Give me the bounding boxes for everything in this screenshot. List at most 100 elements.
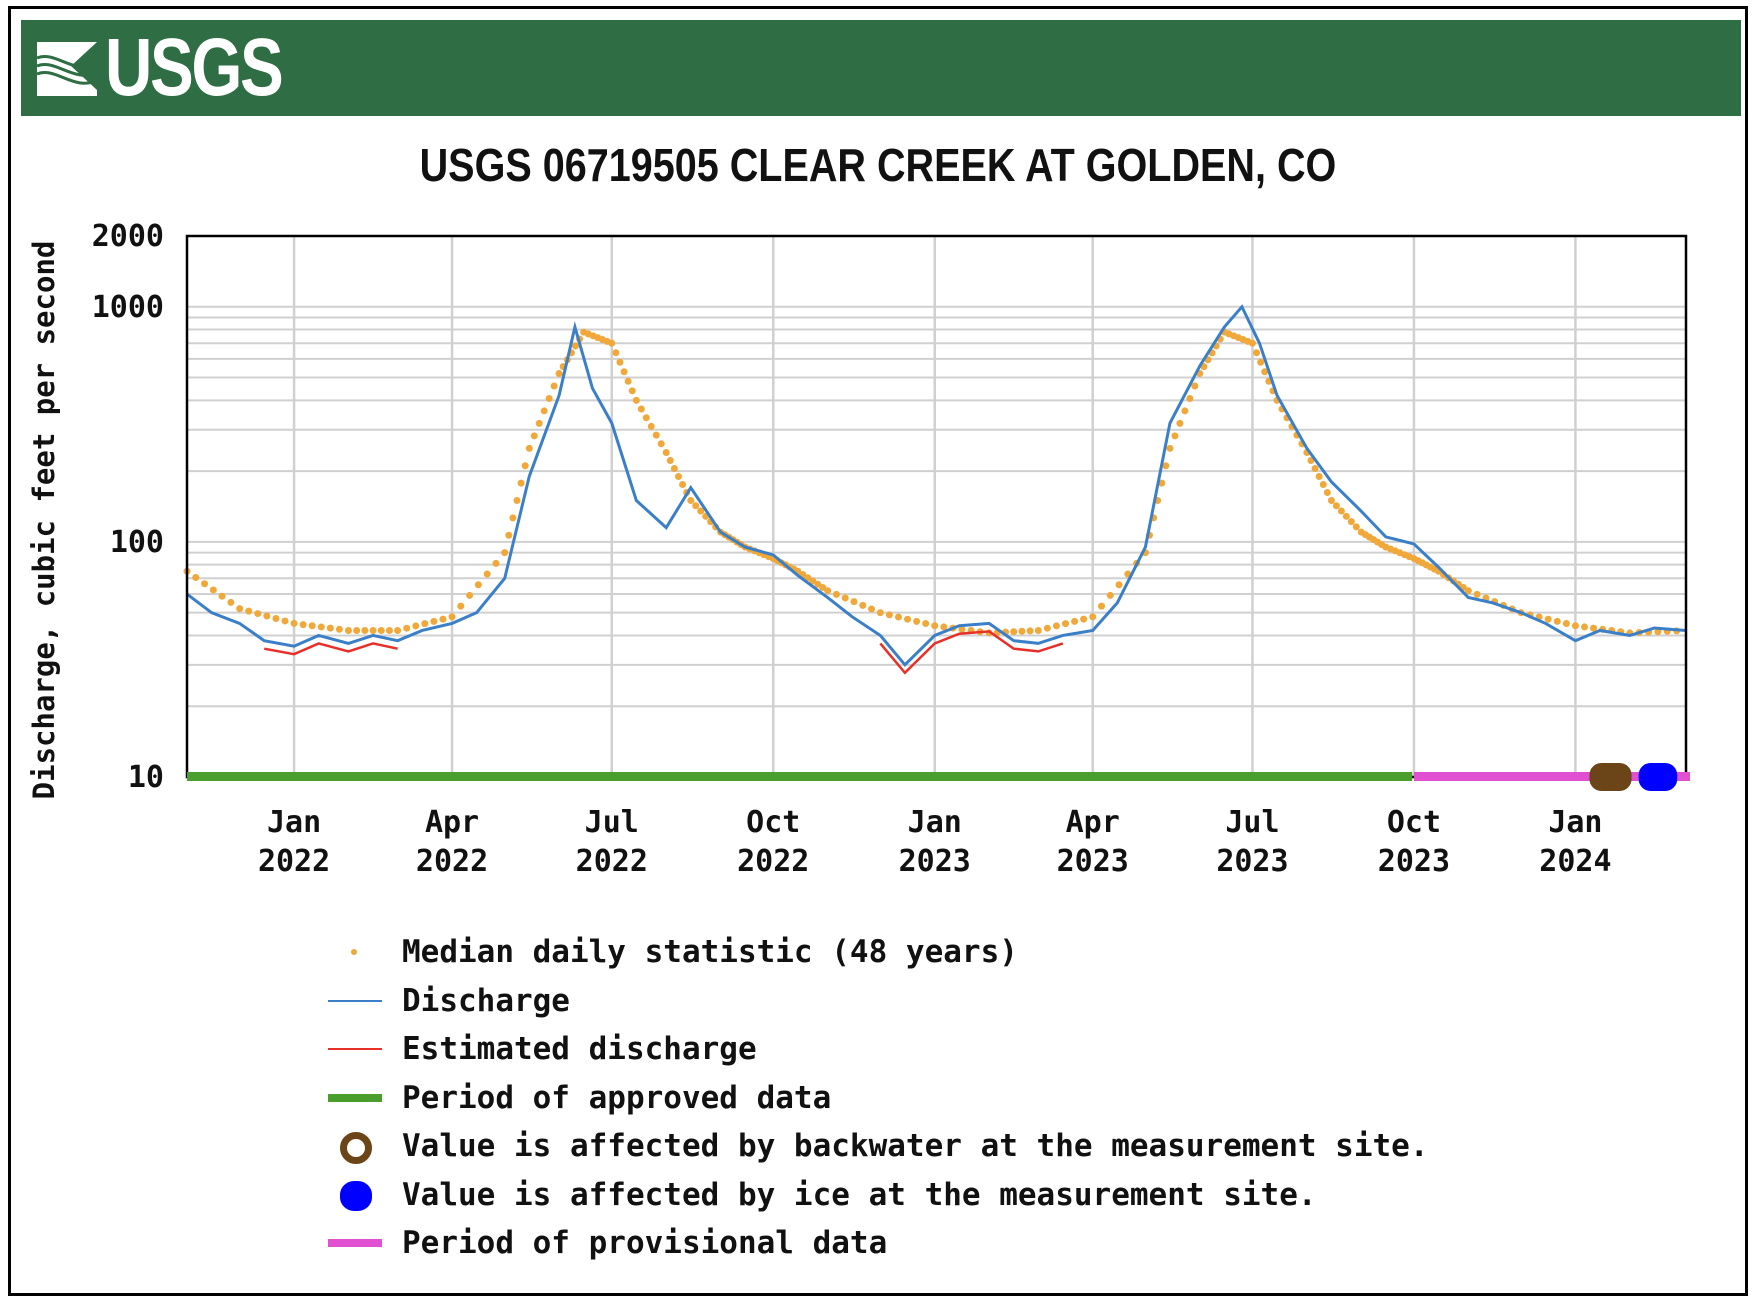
x-tick-month: Apr	[425, 805, 479, 840]
approved-period-bar	[187, 772, 1413, 781]
median-point	[1590, 624, 1598, 632]
median-point	[612, 349, 620, 357]
median-point	[679, 480, 687, 488]
median-point	[859, 601, 867, 609]
estimated-discharge-line	[879, 630, 1064, 675]
y-tick-label: 1000	[92, 290, 164, 325]
median-point	[236, 605, 244, 613]
median-point	[913, 617, 921, 625]
legend-label: Median daily statistic (48 years)	[402, 934, 1018, 971]
legend-label: Value is affected by ice at the measurem…	[402, 1176, 1317, 1213]
median-point	[885, 611, 893, 619]
median-point	[474, 581, 482, 589]
legend-item: Discharge	[320, 977, 1429, 1026]
median-point	[281, 617, 289, 625]
median-point	[1166, 444, 1174, 452]
legend-bar-icon	[320, 1219, 390, 1267]
median-point	[1347, 518, 1355, 526]
median-point	[1158, 479, 1166, 487]
x-tick-year: 2022	[416, 844, 488, 879]
median-point	[344, 626, 352, 634]
legend-item: Period of approved data	[320, 1074, 1429, 1123]
median-point	[326, 624, 334, 632]
legend-item: Estimated discharge	[320, 1025, 1429, 1074]
median-point	[1080, 615, 1088, 623]
usgs-banner: USGS	[21, 20, 1741, 116]
median-point	[535, 419, 543, 427]
legend-ring-icon	[320, 1122, 390, 1170]
median-point	[904, 615, 912, 623]
median-point	[666, 456, 674, 464]
median-point	[804, 574, 812, 582]
median-point	[1181, 407, 1189, 415]
median-point	[209, 586, 217, 594]
median-point	[394, 626, 402, 634]
legend-disc-icon	[320, 1171, 390, 1219]
median-point	[290, 619, 298, 627]
median-point	[1043, 624, 1051, 632]
median-point	[263, 612, 271, 620]
median-point	[1553, 617, 1561, 625]
median-point	[1323, 488, 1331, 496]
median-point	[624, 377, 632, 385]
x-tick-labels: Jan 2022 Apr 2022 Jul 2022 Oct 2022 Jan 2023 Apr 20…	[258, 805, 1612, 879]
median-point	[530, 432, 538, 440]
period-bars	[187, 763, 1690, 791]
logo-text: USGS	[105, 22, 284, 113]
x-tick-year: 2023	[1378, 844, 1450, 879]
median-point	[1352, 523, 1360, 531]
median-point	[457, 602, 465, 610]
median-point	[299, 621, 307, 629]
median-point	[832, 590, 840, 598]
median-point	[628, 387, 636, 395]
median-point	[1332, 502, 1340, 510]
ice-marker	[1638, 763, 1678, 791]
x-tick-month: Jul	[585, 805, 639, 840]
median-point	[819, 583, 827, 591]
median-point	[369, 626, 377, 634]
median-point	[245, 607, 253, 615]
median-point	[894, 613, 902, 621]
x-tick-year: 2022	[258, 844, 330, 879]
median-point	[1571, 622, 1579, 630]
median-point	[657, 440, 665, 448]
median-point	[1115, 581, 1123, 589]
legend-label: Period of approved data	[402, 1079, 832, 1116]
median-point	[1562, 620, 1570, 628]
median-point	[1473, 590, 1481, 598]
median-point	[697, 507, 705, 515]
chart-title: USGS 06719505 CLEAR CREEK AT GOLDEN, CO	[0, 138, 1756, 192]
median-point	[361, 626, 369, 634]
median-point	[509, 514, 517, 522]
median-point	[439, 615, 447, 623]
median-point	[687, 496, 695, 504]
median-point	[809, 577, 817, 585]
median-point	[1342, 512, 1350, 520]
x-tick-year: 2023	[1216, 844, 1288, 879]
median-point	[1261, 368, 1269, 376]
legend-item: Value is affected by ice at the measurem…	[320, 1171, 1429, 1220]
median-point	[692, 502, 700, 510]
median-point	[922, 620, 930, 628]
median-point	[1018, 627, 1026, 635]
median-point	[571, 342, 579, 350]
legend-label: Discharge	[402, 982, 570, 1019]
median-point	[201, 580, 209, 588]
median-point	[850, 598, 858, 606]
median-point	[958, 625, 966, 633]
median-point	[501, 549, 509, 557]
median-point	[513, 496, 521, 504]
median-point	[227, 598, 235, 606]
median-point	[430, 617, 438, 625]
median-point	[335, 625, 343, 633]
median-point	[1191, 382, 1199, 390]
median-point	[1097, 602, 1105, 610]
median-point	[1106, 591, 1114, 599]
x-tick-year: 2023	[1057, 844, 1129, 879]
series-marks	[183, 304, 1687, 675]
median-point	[632, 396, 640, 404]
median-point	[1311, 464, 1319, 472]
x-tick-year: 2022	[576, 844, 648, 879]
x-tick-month: Oct	[746, 805, 800, 840]
usgs-wave-icon	[36, 42, 98, 96]
